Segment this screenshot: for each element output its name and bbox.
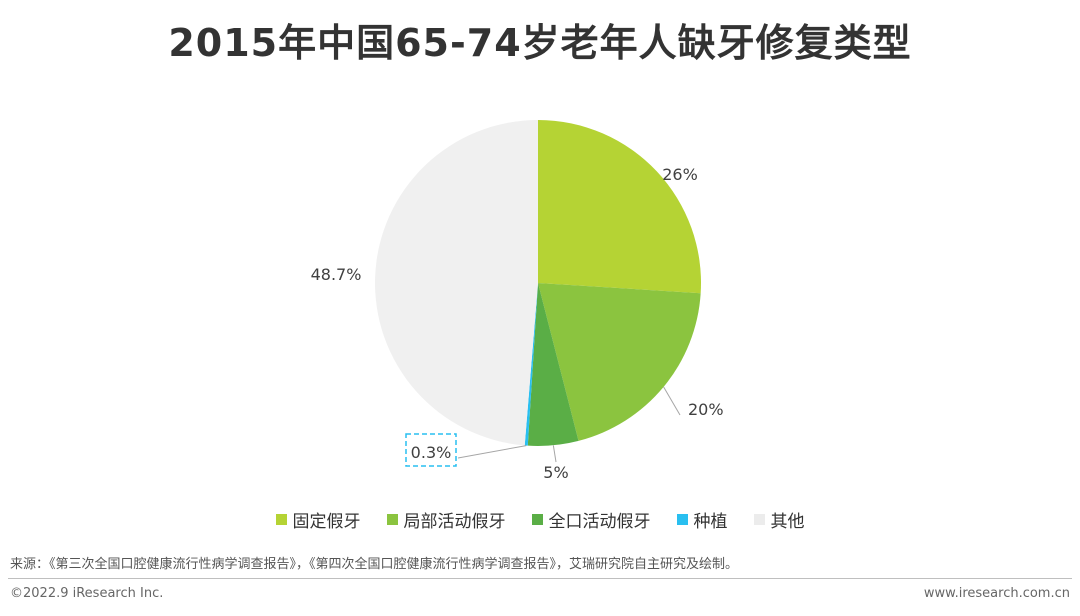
legend-item-3: 种植: [676, 507, 728, 532]
legend-swatch: [386, 514, 398, 525]
leader-line-3: [457, 445, 527, 459]
legend-label: 固定假牙: [292, 512, 361, 532]
slice-label-4: 48.7%: [311, 265, 362, 284]
leader-line-1: [663, 386, 681, 416]
pie-slice-1: [538, 283, 701, 441]
legend-label: 其他: [770, 512, 805, 532]
slice-label-3: 0.3%: [411, 443, 452, 462]
footer-website[interactable]: www.iresearch.com.cn: [923, 586, 1070, 601]
legend-label: 全口活动假牙: [548, 512, 651, 532]
pie-slice-0: [538, 120, 701, 294]
legend-item-4: 其他: [753, 507, 805, 532]
legend-swatch: [676, 514, 688, 525]
chart-title: 2015年中国65-74岁老年人缺牙修复类型: [168, 21, 912, 65]
leader-lines: [457, 386, 681, 463]
footer-copyright: ©2022.9 iResearch Inc.: [10, 586, 164, 601]
legend-label: 局部活动假牙: [403, 512, 506, 532]
legend-swatch: [275, 514, 287, 525]
slice-label-2: 5%: [543, 463, 568, 482]
leader-line-2: [552, 445, 557, 463]
legend-item-1: 局部活动假牙: [386, 507, 506, 532]
legend-item-2: 全口活动假牙: [531, 507, 651, 532]
chart-legend: 固定假牙 局部活动假牙 全口活动假牙 种植 其他: [0, 507, 1080, 532]
pie-slice-3: [524, 283, 538, 446]
legend-swatch: [531, 514, 543, 525]
source-note: 来源：《第三次全国口腔健康流行性病学调查报告》，《第四次全国口腔健康流行性病学调…: [10, 557, 739, 572]
slice-label-1: 20%: [688, 400, 724, 419]
legend-item-0: 固定假牙: [275, 507, 361, 532]
legend-swatch: [753, 514, 765, 525]
pie-slice-2: [527, 283, 579, 446]
highlight-box: [405, 433, 457, 467]
slice-labels: 26% 20% 5% 0.3% 48.7%: [311, 165, 724, 482]
legend-label: 种植: [693, 512, 728, 532]
pie-slice-4: [374, 120, 538, 446]
pie-slices: [374, 120, 701, 446]
slice-label-0: 26%: [662, 165, 698, 184]
footer-divider: [8, 578, 1072, 579]
